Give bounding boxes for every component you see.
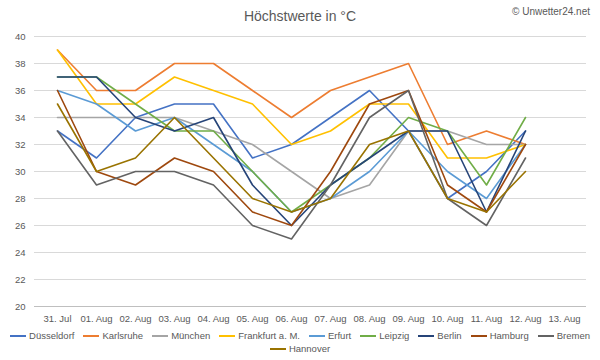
svg-text:34: 34	[15, 112, 26, 123]
svg-text:24: 24	[15, 247, 26, 258]
svg-text:05. Aug: 05. Aug	[236, 313, 268, 324]
svg-text:20: 20	[15, 301, 26, 312]
html-text:München: München	[171, 330, 211, 341]
svg-text:10. Aug: 10. Aug	[431, 313, 463, 324]
html-text:Karlsruhe: Karlsruhe	[102, 330, 144, 341]
svg-text:08. Aug: 08. Aug	[353, 313, 385, 324]
html-text:Düsseldorf: Düsseldorf	[29, 330, 75, 341]
svg-text:09. Aug: 09. Aug	[392, 313, 424, 324]
svg-text:31. Jul: 31. Jul	[44, 313, 72, 324]
html-text:Hamburg: Hamburg	[489, 330, 529, 341]
html-text:Höchstwerte in °C: Höchstwerte in °C	[243, 8, 357, 24]
svg-text:03. Aug: 03. Aug	[158, 313, 190, 324]
svg-text:06. Aug: 06. Aug	[275, 313, 307, 324]
html-text:Frankfurt a. M.: Frankfurt a. M.	[238, 330, 300, 341]
html-text:Leipzig: Leipzig	[379, 330, 410, 341]
svg-text:13. Aug: 13. Aug	[548, 313, 580, 324]
svg-text:22: 22	[15, 274, 26, 285]
svg-text:07. Aug: 07. Aug	[314, 313, 346, 324]
html-text:Bremen: Bremen	[556, 330, 590, 341]
svg-text:28: 28	[15, 193, 26, 204]
svg-text:26: 26	[15, 220, 26, 231]
svg-text:40: 40	[15, 31, 26, 42]
svg-text:38: 38	[15, 58, 26, 69]
html-text:© Unwetter24.net: © Unwetter24.net	[512, 6, 590, 17]
svg-text:01. Aug: 01. Aug	[80, 313, 112, 324]
html-text:Erfurt: Erfurt	[328, 330, 352, 341]
svg-text:04. Aug: 04. Aug	[197, 313, 229, 324]
html-text:Hannover: Hannover	[288, 343, 331, 354]
svg-text:30: 30	[15, 166, 26, 177]
svg-text:12. Aug: 12. Aug	[509, 313, 541, 324]
svg-text:36: 36	[15, 85, 26, 96]
svg-text:11. Aug: 11. Aug	[471, 313, 503, 324]
svg-text:32: 32	[15, 139, 26, 150]
svg-text:02. Aug: 02. Aug	[119, 313, 151, 324]
html-text:Berlin: Berlin	[437, 330, 462, 341]
